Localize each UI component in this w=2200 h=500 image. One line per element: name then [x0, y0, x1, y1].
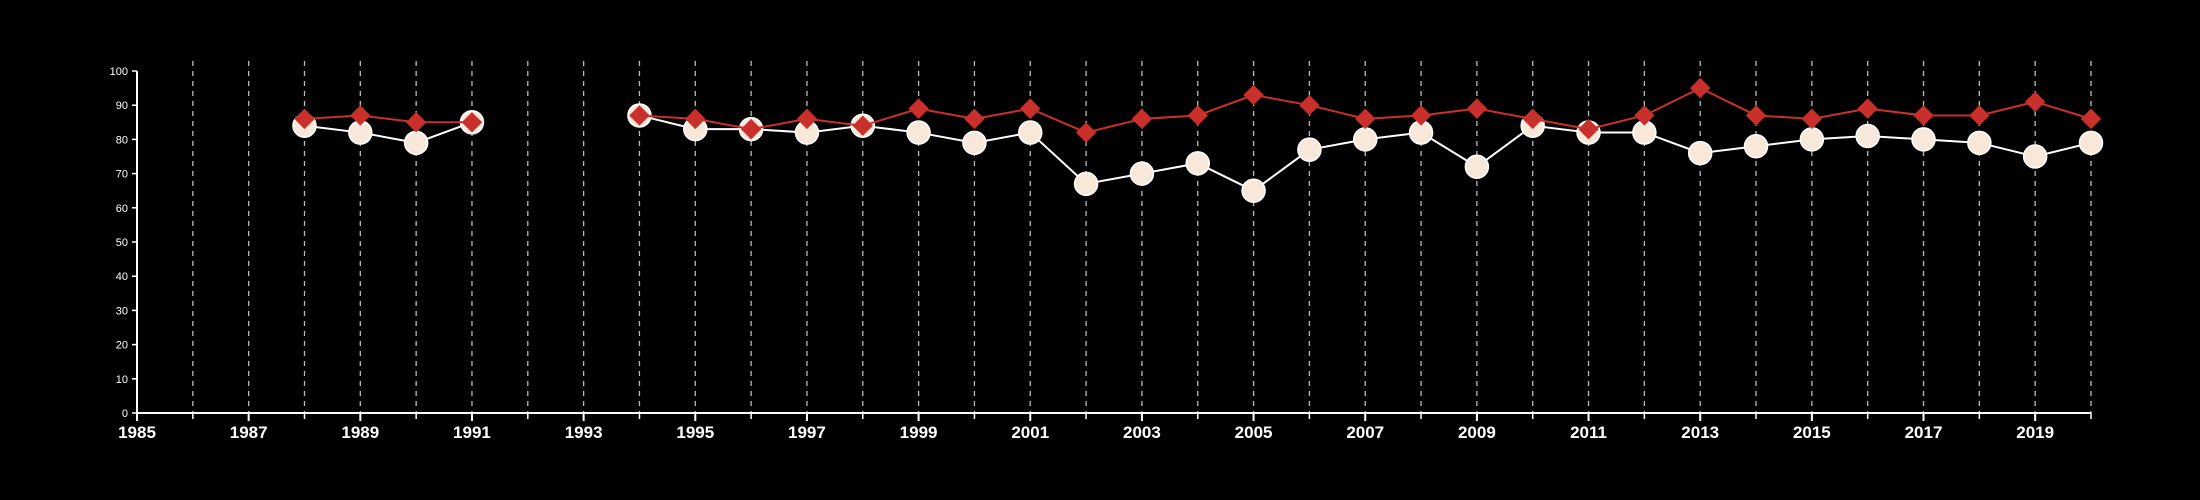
circle-point-2019 [2022, 144, 2048, 169]
y-tick-label-40: 40 [116, 271, 128, 283]
series-0-line-0 [304, 121, 473, 144]
diamond-point-2010 [1522, 108, 1543, 130]
diamond-point-2017 [1913, 105, 1934, 126]
circle-point-2007 [1352, 127, 1378, 152]
diamond-point-2013 [1689, 77, 1711, 99]
circle-point-2016 [1855, 123, 1880, 149]
y-tick-label-50: 50 [116, 237, 128, 249]
x-tick-label-2019: 2019 [2016, 423, 2054, 442]
diamond-point-2014 [1745, 105, 1767, 126]
diamond-point-1995 [685, 108, 706, 130]
circle-point-2017 [1911, 127, 1936, 152]
diamond-point-2015 [1801, 108, 1823, 130]
x-tick-label-2005: 2005 [1235, 423, 1273, 442]
diamond-point-2006 [1299, 94, 1320, 116]
y-tick-label-90: 90 [116, 100, 128, 112]
y-tick-label-80: 80 [116, 134, 128, 146]
diamond-point-2000 [964, 108, 985, 130]
diamond-point-2001 [1020, 98, 1041, 119]
y-tick-label-10: 10 [116, 374, 128, 386]
x-tick-label-1997: 1997 [788, 423, 826, 442]
axes: 0 10 20 30 40 50 60 70 80 90 100 1985 1987 1989 1991 19… [110, 66, 2092, 442]
x-tick-label-1989: 1989 [341, 423, 379, 442]
diamond-point-2002 [1075, 122, 1097, 143]
y-tick-label-20: 20 [116, 340, 128, 352]
x-tick-label-2013: 2013 [1681, 423, 1719, 442]
diamond-point-2003 [1131, 108, 1153, 130]
circle-point-2014 [1743, 133, 1769, 159]
diamond-point-1996 [740, 118, 762, 140]
diamond-point-2011 [1578, 118, 1599, 140]
circle-point-2004 [1185, 151, 1210, 176]
diamond-point-2019 [2024, 91, 2046, 112]
circle-point-2006 [1297, 137, 1322, 162]
circle-point-2015 [1799, 127, 1825, 152]
circle-point-2001 [1018, 120, 1043, 145]
diamond-point-1990 [405, 112, 427, 133]
x-tick-label-2011: 2011 [1570, 423, 1607, 442]
circle-point-2003 [1129, 161, 1155, 186]
series-1-line-0 [304, 114, 472, 124]
gridlines [192, 61, 2092, 413]
diamond-point-2009 [1466, 98, 1488, 119]
x-tick-label-1985: 1985 [118, 423, 156, 442]
x-tick-label-2015: 2015 [1793, 423, 1831, 442]
x-tick-label-1999: 1999 [900, 423, 938, 442]
series [292, 77, 2104, 203]
x-tick-label-1991: 1991 [453, 423, 491, 442]
circle-point-2002 [1073, 171, 1099, 197]
x-tick-label-2009: 2009 [1458, 423, 1496, 442]
circle-point-2018 [1967, 130, 1992, 156]
circle-point-2005 [1241, 178, 1266, 203]
x-tick-label-2017: 2017 [1905, 423, 1943, 442]
diamond-point-2005 [1243, 84, 1264, 106]
diamond-point-1989 [350, 105, 371, 126]
y-tick-label-0: 0 [122, 408, 128, 420]
diamond-point-2020 [2080, 108, 2102, 130]
diamond-point-1998 [852, 115, 873, 136]
x-tick-label-1993: 1993 [565, 423, 603, 442]
diamond-point-1997 [796, 108, 818, 130]
diamond-point-1994 [629, 105, 650, 126]
y-tick-label-60: 60 [116, 203, 128, 215]
y-tick-label-70: 70 [116, 169, 128, 181]
diamond-point-2016 [1857, 98, 1878, 119]
y-tick-label-30: 30 [116, 305, 128, 317]
y-tick-label-100: 100 [110, 66, 128, 78]
circle-point-2020 [2078, 130, 2104, 156]
series-1-diamond [294, 77, 2102, 143]
diamond-point-1999 [908, 98, 929, 119]
circle-point-2009 [1464, 154, 1490, 180]
circle-point-2000 [962, 130, 987, 156]
diamond-point-2018 [1969, 105, 1990, 126]
circle-point-1990 [403, 130, 429, 156]
diamond-point-2012 [1634, 105, 1655, 126]
x-tick-label-2003: 2003 [1123, 423, 1161, 442]
x-tick-label-2001: 2001 [1011, 423, 1049, 442]
series-0-circle [292, 103, 2104, 203]
diamond-point-2004 [1187, 105, 1208, 126]
circle-point-2013 [1687, 140, 1713, 166]
x-tick-label-2007: 2007 [1346, 423, 1384, 442]
x-tick-label-1995: 1995 [676, 423, 714, 442]
diamond-point-2008 [1410, 105, 1432, 126]
x-tick-label-1987: 1987 [230, 423, 268, 442]
diamond-point-1988 [294, 108, 315, 130]
diamond-point-2007 [1355, 108, 1376, 130]
circle-point-1999 [906, 120, 931, 145]
diamond-point-1991 [461, 112, 483, 133]
